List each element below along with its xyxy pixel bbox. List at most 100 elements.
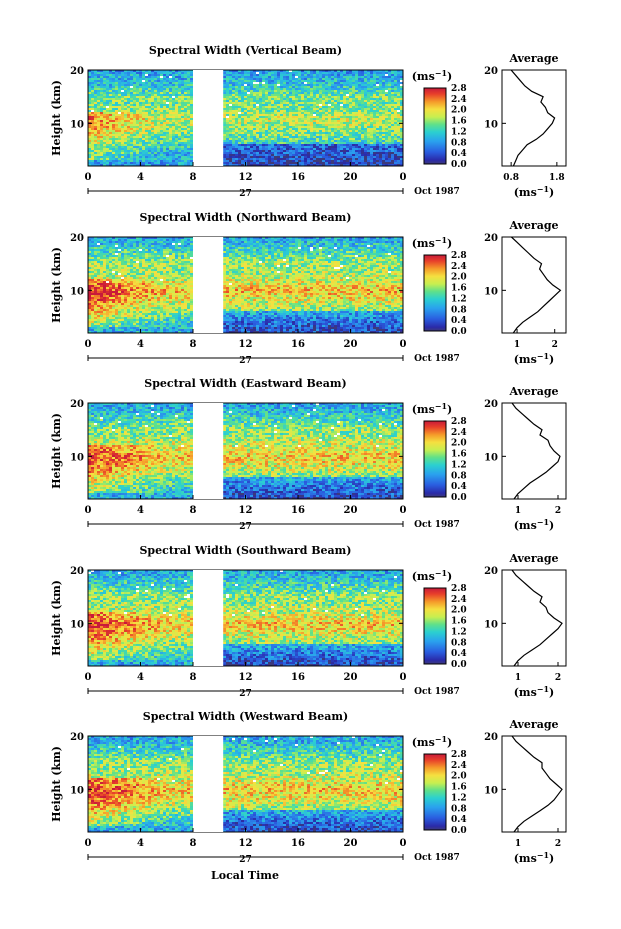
heatmap-cell (331, 80, 334, 82)
heatmap-cell (361, 146, 364, 148)
heatmap-cell (235, 132, 238, 134)
heatmap-cell (337, 102, 340, 104)
heatmap-cell (262, 74, 265, 76)
heatmap-cell (295, 108, 298, 110)
heatmap-cell (250, 74, 253, 76)
heatmap-cell (292, 90, 295, 92)
heatmap-cell (175, 245, 178, 247)
heatmap-cell (304, 134, 307, 136)
heatmap-cell (163, 140, 166, 142)
heatmap-cell (268, 243, 271, 245)
heatmap-cell (391, 144, 394, 146)
heatmap-cell (292, 239, 295, 241)
heatmap-cell (238, 164, 241, 166)
heatmap-cell (331, 239, 334, 241)
heatmap-cell (109, 239, 112, 241)
heatmap-cell (295, 136, 298, 138)
heatmap-cell (118, 134, 121, 136)
heatmap-cell (223, 120, 226, 122)
heatmap-cell (238, 128, 241, 130)
heatmap-cell (157, 82, 160, 84)
heatmap-cell (97, 138, 100, 140)
heatmap-cell (292, 80, 295, 82)
heatmap-cell (187, 162, 190, 164)
heatmap-cell (91, 86, 94, 88)
heatmap-cell (256, 96, 259, 98)
heatmap-cell (274, 146, 277, 148)
heatmap-cell (373, 86, 376, 88)
heatmap-cell (394, 96, 397, 98)
heatmap-cell (352, 92, 355, 94)
heatmap-cell (400, 148, 403, 150)
heatmap-cell (385, 164, 388, 166)
heatmap-cell (121, 138, 124, 140)
heatmap-cell (283, 162, 286, 164)
heatmap-cell (241, 82, 244, 84)
heatmap-cell (115, 84, 118, 86)
heatmap-cell (172, 144, 175, 146)
heatmap-cell (139, 74, 142, 76)
heatmap-cell (340, 122, 343, 124)
heatmap-cell (247, 108, 250, 110)
heatmap-cell (400, 82, 403, 84)
heatmap-cell (145, 144, 148, 146)
heatmap-cell (289, 74, 292, 76)
heatmap-cell (280, 94, 283, 96)
heatmap-cell (265, 239, 268, 241)
heatmap-cell (106, 156, 109, 158)
heatmap-cell (226, 132, 229, 134)
heatmap-cell (331, 86, 334, 88)
heatmap-cell (91, 144, 94, 146)
heatmap-cell (163, 124, 166, 126)
heatmap-cell (292, 152, 295, 154)
heatmap-cell (379, 241, 382, 243)
heatmap-cell (148, 98, 151, 100)
heatmap-cell (187, 142, 190, 144)
heatmap-cell (388, 78, 391, 80)
heatmap-cell (295, 118, 298, 120)
heatmap-cell (145, 160, 148, 162)
heatmap-cell (277, 124, 280, 126)
heatmap-cell (262, 132, 265, 134)
heatmap-cell (151, 150, 154, 152)
heatmap-cell (103, 90, 106, 92)
heatmap-cell (130, 114, 133, 116)
heatmap-cell (388, 128, 391, 130)
heatmap-cell (160, 239, 163, 241)
heatmap-cell (361, 130, 364, 132)
heatmap-cell (325, 98, 328, 100)
heatmap-cell (160, 122, 163, 124)
heatmap-cell (223, 142, 226, 144)
heatmap-cell (268, 82, 271, 84)
heatmap-cell (184, 96, 187, 98)
heatmap-cell (370, 132, 373, 134)
heatmap-cell (373, 90, 376, 92)
heatmap-cell (247, 132, 250, 134)
heatmap-cell (187, 241, 190, 243)
heatmap-cell (394, 122, 397, 124)
heatmap-cell (271, 150, 274, 152)
heatmap-cell (88, 128, 91, 130)
heatmap-cell (127, 110, 130, 112)
heatmap-cell (391, 84, 394, 86)
heatmap-cell (280, 116, 283, 118)
heatmap-cell (235, 124, 238, 126)
heatmap-cell (340, 100, 343, 102)
heatmap-cell (397, 158, 400, 160)
heatmap-cell (298, 237, 301, 239)
heatmap-cell (229, 106, 232, 108)
heatmap-cell (250, 132, 253, 134)
heatmap-cell (229, 116, 232, 118)
heatmap-cell (337, 118, 340, 120)
heatmap-cell (127, 118, 130, 120)
heatmap-cell (292, 86, 295, 88)
heatmap-cell (355, 88, 358, 90)
heatmap-cell (286, 70, 289, 72)
heatmap-cell (385, 82, 388, 84)
heatmap-cell (175, 100, 178, 102)
heatmap-cell (337, 108, 340, 110)
heatmap-cell (250, 148, 253, 150)
heatmap-cell (304, 70, 307, 72)
heatmap-cell (400, 162, 403, 164)
heatmap-cell (91, 70, 94, 72)
